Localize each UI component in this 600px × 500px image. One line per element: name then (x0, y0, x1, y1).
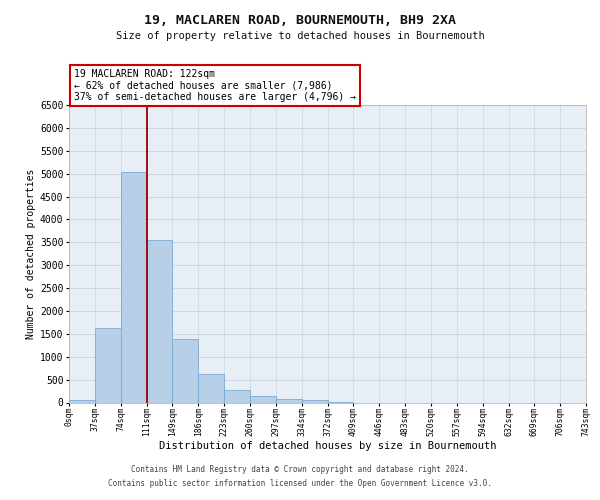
Bar (69, 400, 95, 402)
Bar (302, 400, 328, 402)
Bar (250, 396, 276, 402)
Text: Contains HM Land Registry data © Crown copyright and database right 2024.: Contains HM Land Registry data © Crown c… (131, 466, 469, 474)
Bar (276, 399, 302, 402)
Text: Size of property relative to detached houses in Bournemouth: Size of property relative to detached ho… (116, 31, 484, 41)
Bar (95, 328, 121, 402)
Text: Contains public sector information licensed under the Open Government Licence v3: Contains public sector information licen… (108, 479, 492, 488)
X-axis label: Distribution of detached houses by size in Bournemouth: Distribution of detached houses by size … (159, 442, 496, 452)
Bar (172, 340, 198, 402)
Text: 19 MACLAREN ROAD: 122sqm
← 62% of detached houses are smaller (7,986)
37% of sem: 19 MACLAREN ROAD: 122sqm ← 62% of detach… (74, 69, 356, 102)
Bar (146, 240, 172, 402)
Y-axis label: Number of detached properties: Number of detached properties (26, 168, 36, 339)
Bar (198, 374, 224, 402)
Text: 19, MACLAREN ROAD, BOURNEMOUTH, BH9 2XA: 19, MACLAREN ROAD, BOURNEMOUTH, BH9 2XA (144, 14, 456, 26)
Bar (224, 390, 250, 402)
Bar (121, 172, 146, 402)
